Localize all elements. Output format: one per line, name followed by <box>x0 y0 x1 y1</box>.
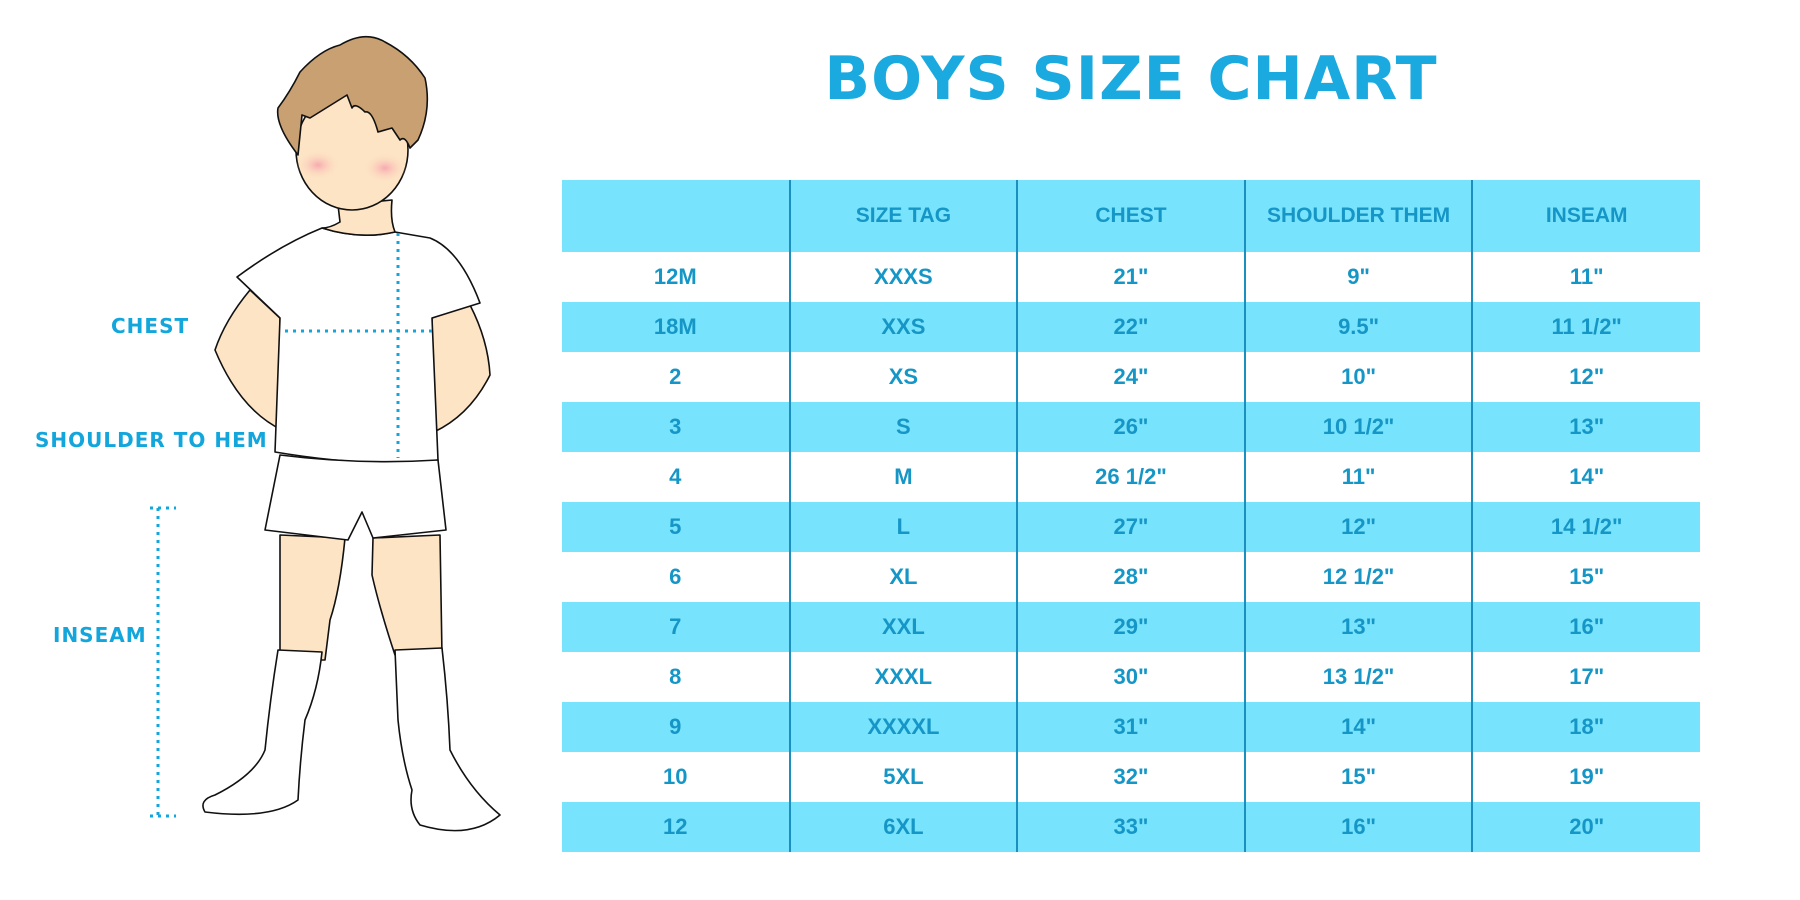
column-header: SIZE TAG <box>788 180 1018 252</box>
hair <box>276 35 429 156</box>
table-cell: S <box>788 402 1018 452</box>
inseam-label: INSEAM <box>53 623 147 647</box>
table-cell: 9 <box>562 702 790 752</box>
table-cell: 12" <box>1471 352 1700 402</box>
table-row: 10 5XL 32" 15" 19" <box>562 752 1700 802</box>
table-cell: 18M <box>562 302 790 352</box>
table-cell: 11" <box>1471 252 1700 302</box>
table-cell: 30" <box>1016 652 1245 702</box>
table-cell: 6XL <box>788 802 1018 852</box>
table-cell: 26 1/2" <box>1016 452 1245 502</box>
table-row: 7 XXL 29" 13" 16" <box>562 602 1700 652</box>
table-cell: 10" <box>1243 352 1473 402</box>
table-row: 12 6XL 33" 16" 20" <box>562 802 1700 852</box>
table-cell: 12" <box>1243 502 1473 552</box>
column-header: SHOULDER THEM <box>1243 180 1473 252</box>
table-cell: 16" <box>1471 602 1700 652</box>
table-cell: 31" <box>1016 702 1245 752</box>
table-row: 5 L 27" 12" 14 1/2" <box>562 502 1700 552</box>
right-arm <box>431 304 491 433</box>
table-cell: 22" <box>1016 302 1245 352</box>
table-cell: 8 <box>669 664 682 689</box>
table-cell: 17" <box>1471 652 1700 702</box>
chest-label: CHEST <box>111 314 190 338</box>
left-leg <box>279 534 346 661</box>
right-sock <box>394 647 501 832</box>
table-row: 12M XXXS 21" 9" 11" <box>562 252 1700 302</box>
table-cell: 18" <box>1471 702 1700 752</box>
left-arm <box>214 289 283 431</box>
table-cell: 12 <box>562 802 790 852</box>
table-cell: 11 1/2" <box>1471 302 1700 352</box>
table-cell: 14 1/2" <box>1471 502 1700 552</box>
table-cell: 9" <box>1243 252 1473 302</box>
table-cell: XXXS <box>788 252 1018 302</box>
column-header: CHEST <box>1016 180 1245 252</box>
table-cell: 16" <box>1243 802 1473 852</box>
table-cell: 13 1/2" <box>1243 652 1473 702</box>
table-cell: 5 <box>562 502 790 552</box>
table-cell: XS <box>788 352 1018 402</box>
table-cell: 3 <box>562 402 790 452</box>
table-cell: 26" <box>1016 402 1245 452</box>
table-cell: 24" <box>1016 352 1245 402</box>
table-cell: XXS <box>788 302 1018 352</box>
table-cell: 13" <box>1471 402 1700 452</box>
table-cell: 14" <box>1243 702 1473 752</box>
table-row: 8 XXXL 30" 13 1/2" 17" <box>562 652 1700 702</box>
table-cell: XXXXL <box>788 702 1018 752</box>
table-cell: 13" <box>1243 602 1473 652</box>
table-cell: 7 <box>562 602 790 652</box>
table-cell: 14" <box>1471 452 1700 502</box>
size-table: SIZE TAG CHEST SHOULDER THEM INSEAM 12M XXXS… <box>562 180 1700 852</box>
table-cell: 12 1/2" <box>1243 552 1473 602</box>
boy-illustration <box>150 35 501 832</box>
table-row: 4 M 26 1/2" 11" 14" <box>562 452 1700 502</box>
table-cell: 19" <box>1471 752 1700 802</box>
table-cell: 21" <box>1016 252 1245 302</box>
left-sock <box>202 649 323 816</box>
table-cell: 9.5" <box>1243 302 1473 352</box>
table-cell: 28" <box>1016 552 1245 602</box>
table-cell: 2 <box>669 364 682 389</box>
table-cell: 12M <box>653 264 697 289</box>
table-cell: XXL <box>788 602 1018 652</box>
page-title: BOYS SIZE CHART <box>824 44 1438 114</box>
table-cell: XL <box>788 552 1018 602</box>
table-cell: 15" <box>1471 552 1700 602</box>
column-header <box>562 180 790 252</box>
table-cell: 4 <box>669 464 682 489</box>
table-cell: 5XL <box>788 752 1018 802</box>
table-cell: 29" <box>1016 602 1245 652</box>
table-cell: 6 <box>669 564 682 589</box>
table-row: 9 XXXXL 31" 14" 18" <box>562 702 1700 752</box>
shorts <box>264 454 447 541</box>
table-row: 6 XL 28" 12 1/2" 15" <box>562 552 1700 602</box>
table-cell: M <box>788 452 1018 502</box>
table-cell: 15" <box>1243 752 1473 802</box>
table-row: 3 S 26" 10 1/2" 13" <box>562 402 1700 452</box>
table-row: 18M XXS 22" 9.5" 11 1/2" <box>562 302 1700 352</box>
table-cell: 11" <box>1243 452 1473 502</box>
shoulder-to-hem-label: SHOULDER TO HEM <box>35 428 268 452</box>
table-cell: 27" <box>1016 502 1245 552</box>
table-header-row: SIZE TAG CHEST SHOULDER THEM INSEAM <box>562 180 1700 252</box>
table-cell: 20" <box>1471 802 1700 852</box>
table-cell: 33" <box>1016 802 1245 852</box>
table-cell: L <box>788 502 1018 552</box>
table-cell: 10 1/2" <box>1243 402 1473 452</box>
right-leg <box>371 534 443 656</box>
table-row: 2 XS 24" 10" 12" <box>562 352 1700 402</box>
table-cell: 10 <box>663 764 688 789</box>
column-header: INSEAM <box>1471 180 1700 252</box>
table-cell: 32" <box>1016 752 1245 802</box>
table-cell: XXXL <box>788 652 1018 702</box>
